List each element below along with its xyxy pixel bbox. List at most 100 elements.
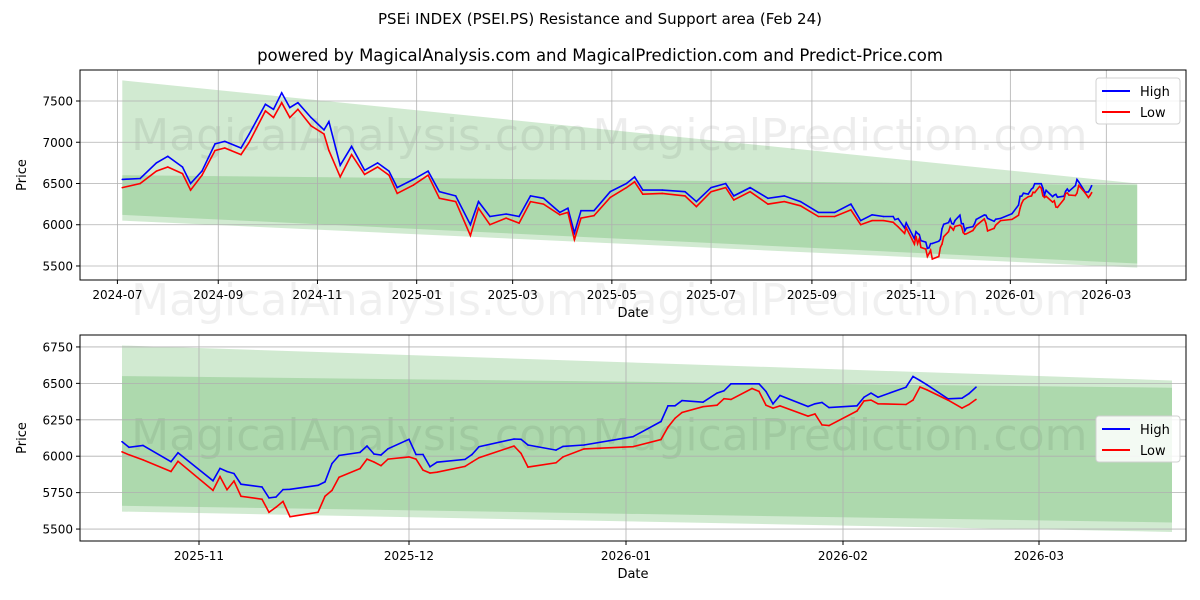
data-point-high: [926, 247, 929, 250]
data-point-high: [226, 470, 228, 473]
data-point-high: [1066, 188, 1069, 190]
x-axis-label: Date: [617, 306, 648, 321]
data-point-high: [1087, 191, 1090, 193]
data-point-high: [1040, 182, 1043, 185]
data-point-low: [973, 227, 976, 229]
data-point-low: [959, 224, 961, 226]
data-point-high: [240, 483, 242, 485]
data-point-low: [240, 153, 242, 156]
data-point-high: [1055, 193, 1057, 196]
data-point-low: [950, 227, 953, 229]
data-point-low: [1076, 192, 1078, 194]
data-point-high: [975, 218, 977, 221]
data-point-low: [1084, 192, 1086, 194]
y-tick-label: 7000: [42, 136, 73, 150]
data-point-low: [633, 181, 636, 183]
data-point-low: [949, 225, 951, 228]
data-point-low: [821, 424, 823, 426]
data-point-low: [667, 426, 669, 428]
data-point-low: [338, 476, 340, 479]
data-point-low: [926, 255, 929, 258]
data-point-high: [625, 182, 628, 185]
data-point-low: [317, 511, 319, 514]
data-point-high: [219, 467, 221, 470]
data-point-low: [684, 195, 686, 197]
data-point-low: [986, 230, 989, 232]
data-point-low: [903, 232, 906, 235]
data-point-low: [993, 227, 995, 230]
data-point-high: [667, 405, 669, 407]
data-point-low: [961, 407, 963, 409]
data-point-high: [387, 447, 389, 450]
data-point-high: [289, 106, 291, 109]
data-point-high: [821, 401, 823, 404]
data-point-high: [1090, 184, 1093, 187]
legend-label-low: Low: [1140, 444, 1166, 459]
data-point-high: [1074, 184, 1077, 187]
data-point-high: [749, 186, 751, 189]
data-point-low: [912, 399, 914, 401]
data-point-low: [331, 489, 333, 492]
data-point-low: [573, 238, 576, 241]
data-point-low: [983, 218, 986, 220]
data-point-high: [915, 230, 917, 233]
data-point-high: [189, 182, 192, 185]
data-point-low: [1063, 198, 1065, 200]
data-point-low: [268, 511, 270, 514]
data-point-high: [1030, 188, 1033, 190]
data-point-low: [339, 176, 342, 178]
data-point-low: [919, 386, 921, 388]
data-point-high: [999, 217, 1002, 220]
data-point-high: [964, 229, 966, 232]
data-point-high: [350, 145, 353, 148]
data-point-low: [167, 166, 169, 168]
data-point-high: [870, 392, 872, 394]
data-point-high: [716, 392, 718, 394]
data-point-low: [850, 209, 852, 211]
data-point-high: [994, 218, 997, 221]
data-point-low: [471, 461, 473, 463]
legend-label-high: High: [1140, 423, 1170, 438]
data-point-high: [993, 220, 995, 223]
data-point-high: [155, 162, 158, 164]
data-point-high: [859, 219, 862, 222]
data-point-high: [289, 488, 291, 491]
data-point-low: [376, 166, 379, 168]
data-point-high: [799, 200, 802, 203]
data-point-low: [478, 456, 480, 459]
data-point-high: [975, 386, 977, 388]
data-point-high: [567, 207, 569, 210]
data-point-high: [950, 222, 953, 225]
data-point-low: [1022, 199, 1025, 201]
data-point-high: [128, 446, 130, 449]
x-tick-label: 2026-03: [1081, 288, 1131, 302]
data-point-high: [331, 462, 333, 465]
y-tick-label: 6750: [42, 340, 73, 354]
data-point-low: [674, 417, 676, 420]
data-point-low: [968, 403, 970, 406]
data-point-low: [964, 233, 966, 236]
data-point-low: [350, 153, 353, 156]
panel-full-history: MagicalAnalysis.com MagicalPrediction.com…: [15, 69, 1187, 326]
data-point-high: [871, 214, 873, 216]
data-point-low: [513, 445, 515, 447]
x-tick-label: 2025-07: [686, 288, 736, 302]
data-point-high: [388, 170, 390, 172]
data-point-low: [767, 203, 769, 205]
legend: High Low: [1095, 77, 1181, 125]
data-point-high: [758, 383, 760, 385]
data-point-low: [128, 453, 130, 456]
data-point-low: [965, 233, 968, 235]
data-point-high: [240, 147, 242, 149]
data-point-low: [1038, 185, 1041, 188]
data-point-high: [573, 232, 576, 234]
data-point-high: [660, 420, 662, 423]
data-point-low: [702, 405, 704, 408]
axes-frame: [79, 69, 1187, 281]
data-point-low: [859, 223, 862, 226]
data-point-high: [807, 405, 809, 408]
data-point-high: [609, 190, 612, 193]
x-tick-label: 2025-05: [587, 288, 637, 302]
data-point-high: [513, 438, 515, 440]
data-point-high: [167, 155, 169, 158]
